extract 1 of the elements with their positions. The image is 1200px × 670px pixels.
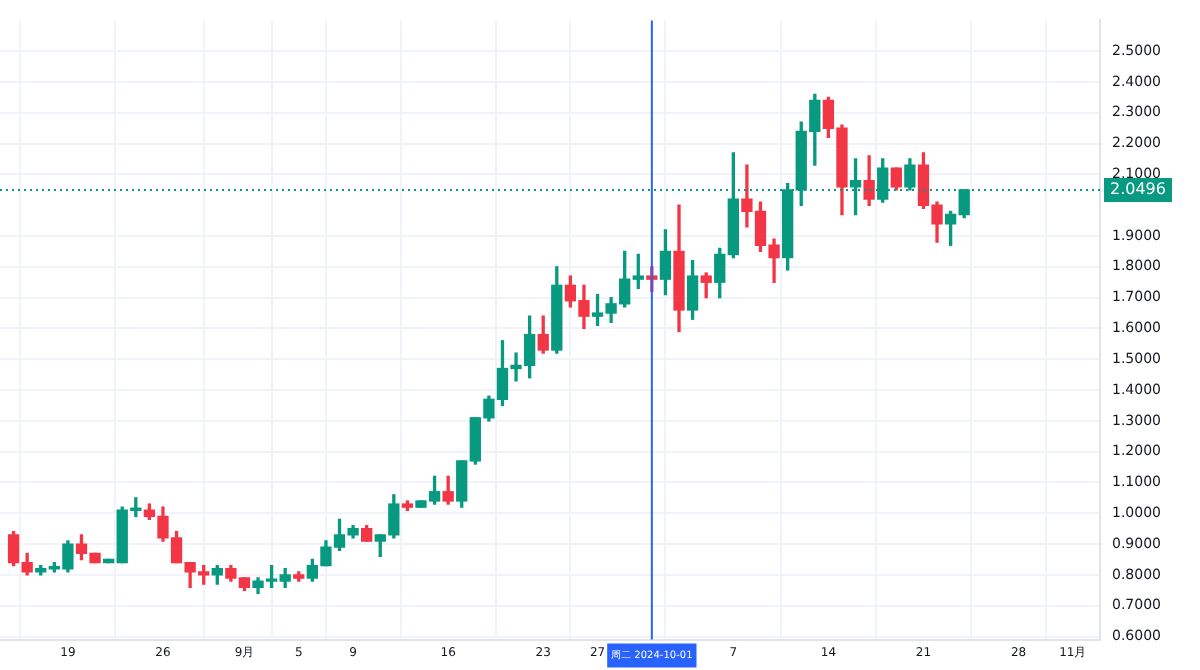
ref-line-label: 2.0496 [1109,180,1166,199]
